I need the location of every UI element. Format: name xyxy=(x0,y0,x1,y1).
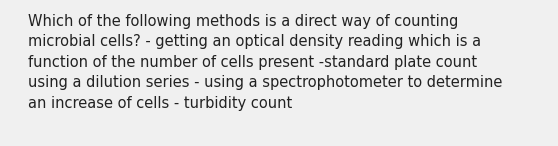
Text: Which of the following methods is a direct way of counting
microbial cells? - ge: Which of the following methods is a dire… xyxy=(28,14,502,111)
